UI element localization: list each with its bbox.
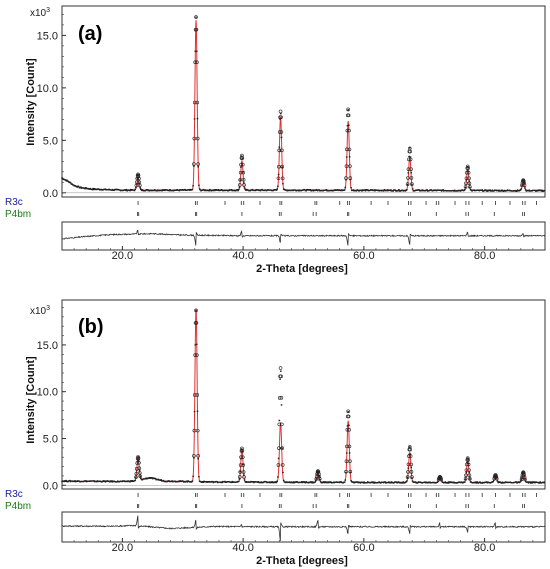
panel-b-plot-area: 0.0 5.0 10.0 15.0 [37, 299, 546, 492]
panel-b-frame [61, 299, 546, 490]
panel-b-y-axis-title: Intensity [Count] [25, 356, 37, 444]
panel-a-peak-observed [520, 178, 527, 188]
panel-a-y-axis-title: Intensity [Count] [25, 58, 37, 146]
panel-a-plot-area: 0.0 5.0 10.0 15.0 [37, 5, 546, 200]
panel-b-difference-curve [61, 515, 546, 542]
panel-b-x-tick-label: 20.0 [112, 542, 133, 554]
panel-b-peak-observed [405, 445, 414, 479]
panel-a-phase-p4bm: P4bm [5, 209, 31, 220]
panel-b-peak-observed [344, 409, 353, 474]
panel-b-x-tick-label: 40.0 [232, 542, 253, 554]
panel-a-frame [61, 5, 546, 198]
panel-b-x-tick-label: 60.0 [353, 542, 374, 554]
panel-a-peak-observed [344, 107, 353, 180]
panel-b-peak-observed [314, 469, 322, 481]
panel-b-y-tick-label: 5.0 [43, 433, 58, 445]
panel-b-reflection-markers [137, 493, 537, 508]
panel-b-difference-plot: 20.0 40.0 60.0 80.0 [61, 511, 546, 554]
panel-a-difference-plot: 20.0 40.0 60.0 80.0 [61, 221, 546, 262]
panel-a-peak-observed [238, 153, 246, 187]
panel-b-y-tick-label: 0.0 [43, 480, 58, 492]
panel-a-reflections-r3c [137, 201, 537, 205]
panel-b-y-tick-label: 10.0 [37, 387, 58, 399]
panel-a-reflections-p4bm [137, 212, 525, 216]
panel-a-y-tick-label: 10.0 [37, 83, 58, 95]
panel-a-y-multiplier: x103 [30, 7, 50, 19]
panel-b-peak-observed [492, 473, 499, 481]
panel-a-peak-observed [192, 15, 200, 166]
panel-b-peak-observed [276, 366, 285, 467]
panel-a-x-tick-label: 40.0 [232, 250, 253, 262]
panel-a-x-tick-label: 60.0 [353, 250, 374, 262]
panel-a-y-tick-label: 0.0 [43, 188, 58, 200]
panel-b-calculated-profile [62, 308, 545, 483]
panel-a-observed-profile [61, 16, 546, 192]
panel-a-phase-r3c: R3c [5, 197, 23, 208]
panel-b-peak-observed [192, 308, 200, 458]
panel-a-x-tick-label: 80.0 [474, 250, 495, 262]
panel-a: 0.0 5.0 10.0 15.0 x103 (a) Intensity [Count… [5, 5, 546, 275]
panel-b-reflections-p4bm [137, 504, 525, 508]
panel-a-y-tick-label: 15.0 [37, 30, 58, 42]
panel-b-phase-r3c: R3c [5, 489, 23, 500]
panel-b-y-multiplier: x103 [30, 305, 50, 317]
panel-a-reflection-markers [137, 201, 537, 216]
panel-a-peak-observed [276, 109, 285, 181]
panel-b-reflections-r3c [137, 493, 537, 497]
panel-a-calculated-profile [61, 20, 545, 192]
panel-b-x-tick-label: 80.0 [474, 542, 495, 554]
panel-a-x-tick-label: 20.0 [112, 250, 133, 262]
panel-b-observed-profile [61, 310, 546, 484]
panel-b-phase-p4bm: P4bm [5, 501, 31, 512]
panel-a-difference-curve [61, 229, 546, 246]
panel-b-peak-observed [463, 456, 472, 481]
panel-b-label: (b) [78, 316, 104, 338]
panel-a-x-axis-title: 2-Theta [degrees] [256, 263, 348, 275]
panel-b-peak-observed [436, 475, 444, 482]
panel-a-peak-observed [463, 164, 472, 189]
panel-a-peak-observed [134, 172, 142, 188]
panel-a-label: (a) [78, 23, 102, 45]
panel-b-x-axis-title: 2-Theta [degrees] [256, 555, 348, 567]
panel-b-peak-observed [519, 470, 527, 482]
panel-b-peak-observed [134, 455, 142, 479]
panel-b-peak-observed [238, 446, 246, 479]
panel-b-y-tick-label: 15.0 [37, 340, 58, 352]
panel-b: 0.0 5.0 10.0 15.0 x103 (b) Intensity [Count… [5, 299, 546, 567]
panel-a-y-tick-label: 5.0 [43, 135, 58, 147]
panel-a-peak-observed [405, 146, 414, 186]
